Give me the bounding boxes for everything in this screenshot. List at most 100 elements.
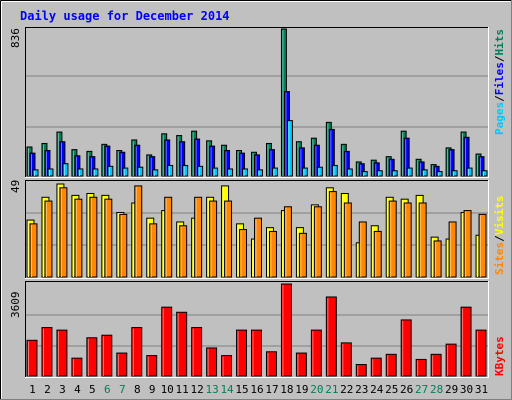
- sites-bar-day-4: [74, 198, 83, 278]
- sites-bar-day-23-fill: [358, 221, 367, 278]
- files-bar-day-31: [478, 156, 485, 177]
- kbytes-bar-day-19-fill: [295, 352, 307, 377]
- x-tick-label-2: 2: [44, 383, 51, 396]
- kbytes-bar-day-25-fill: [385, 353, 397, 377]
- sites-bar-day-22-fill: [343, 202, 352, 278]
- sites-bar-day-13: [209, 200, 218, 278]
- sites-bar-day-19: [298, 232, 307, 278]
- kbytes-bar-day-7-fill: [116, 352, 128, 377]
- pages-bar-day-17-fill: [271, 167, 278, 177]
- kbytes-bar-day-12-fill: [191, 327, 203, 377]
- sites-bar-day-29-fill: [448, 221, 457, 278]
- kbytes-bar-day-1-fill: [26, 339, 38, 377]
- x-tick-label-16: 16: [250, 383, 263, 396]
- sites-bar-day-2: [44, 200, 53, 278]
- files-bar-day-2-fill: [44, 150, 51, 177]
- sites-bar-day-18-fill: [283, 206, 292, 278]
- kbytes-bar-day-19: [295, 352, 307, 377]
- files-bar-day-6: [104, 145, 111, 177]
- legend-pages: Pages: [493, 102, 506, 135]
- pages-bar-day-27-fill: [421, 169, 428, 177]
- x-tick-label-8: 8: [134, 383, 141, 396]
- files-bar-day-2: [44, 150, 51, 177]
- sites-bar-day-7: [119, 213, 128, 278]
- pages-bar-day-16: [257, 169, 263, 177]
- sites-bar-day-25: [388, 200, 397, 278]
- sites-bar-day-17-fill: [268, 230, 277, 278]
- sites-bar-day-14-fill: [224, 200, 233, 278]
- sites-bar-day-28-fill: [433, 240, 442, 278]
- kbytes-bar-day-25: [385, 353, 397, 377]
- kbytes-bar-day-17: [265, 351, 277, 377]
- pages-bar-day-22: [346, 168, 353, 177]
- x-axis-day-labels: 1 2 3 4 5 6 7 8 9 10 11 12 13 14 15 16 17 18 19 20 21 22 23 24 2…: [29, 383, 488, 396]
- files-bar-day-1: [29, 152, 36, 177]
- x-tick-label-27: 27: [415, 383, 428, 396]
- kbytes-bar-day-18: [280, 283, 292, 377]
- kbytes-bar-day-11: [176, 311, 188, 377]
- kbytes-bar-day-29: [445, 343, 457, 377]
- pages-bar-day-9: [152, 169, 159, 177]
- kbytes-bar-day-13-fill: [206, 347, 218, 377]
- pages-bar-day-23: [361, 171, 368, 177]
- files-bar-day-7: [119, 151, 126, 177]
- pages-bar-day-18-fill: [286, 120, 293, 177]
- files-bar-day-16: [254, 154, 260, 177]
- pages-bar-day-17: [271, 167, 278, 177]
- x-tick-label-9: 9: [149, 383, 156, 396]
- kbytes-bar-day-21: [325, 296, 337, 377]
- pages-bar-day-4: [77, 168, 84, 177]
- pages-bar-day-1: [32, 169, 39, 177]
- x-tick-label-13: 13: [205, 383, 218, 396]
- x-tick-label-29: 29: [445, 383, 458, 396]
- legend-sep-2: /: [493, 55, 506, 62]
- kbytes-bar-day-16-fill: [251, 329, 262, 377]
- kbytes-bar-day-14: [221, 355, 233, 377]
- files-bar-day-11-fill: [179, 141, 186, 177]
- pages-bar-day-6: [107, 165, 114, 177]
- files-bar-day-16-fill: [254, 154, 260, 177]
- files-bar-day-13: [209, 145, 216, 177]
- chart-title: Daily usage for December 2014: [20, 9, 230, 23]
- pages-bar-day-19-fill: [301, 167, 308, 177]
- kbytes-bar-day-6-fill: [101, 334, 113, 377]
- pages-bar-day-13-fill: [212, 167, 219, 177]
- pages-bar-day-2-fill: [47, 168, 54, 177]
- pages-bar-day-15-fill: [242, 168, 249, 177]
- pages-bar-day-3-fill: [62, 163, 69, 177]
- sites-bar-day-3: [59, 187, 68, 278]
- pages-bar-day-11: [182, 164, 189, 177]
- files-bar-day-3: [59, 141, 66, 177]
- files-bar-day-14-fill: [224, 150, 231, 177]
- pages-bar-day-23-fill: [361, 171, 368, 177]
- files-bar-day-22: [343, 150, 350, 177]
- kbytes-bar-day-29-fill: [445, 343, 457, 377]
- files-bar-day-11: [179, 141, 186, 177]
- sites-bar-day-3-fill: [59, 187, 68, 278]
- x-tick-label-17: 17: [265, 383, 278, 396]
- pages-bar-day-24-fill: [376, 170, 383, 177]
- kbytes-bar-day-23: [355, 364, 367, 377]
- files-bar-day-26-fill: [403, 137, 410, 177]
- kbytes-bar-day-30: [460, 306, 472, 377]
- legend-sites-visits: Sites/Visits: [493, 196, 506, 276]
- sites-bar-day-9-fill: [149, 223, 158, 278]
- x-tick-label-12: 12: [191, 383, 204, 396]
- sites-bar-day-6: [104, 198, 113, 278]
- x-tick-label-14: 14: [220, 383, 234, 396]
- files-bar-day-10: [164, 139, 171, 177]
- files-bar-day-27-fill: [418, 161, 425, 177]
- x-tick-label-20: 20: [310, 383, 323, 396]
- x-tick-label-15: 15: [235, 383, 248, 396]
- sites-bar-day-10-fill: [164, 196, 173, 278]
- x-tick-label-21: 21: [325, 383, 338, 396]
- pages-bar-day-26-fill: [406, 167, 413, 177]
- pages-bar-day-30: [466, 167, 473, 177]
- kbytes-bar-day-2: [41, 327, 53, 377]
- files-bar-day-19-fill: [298, 147, 305, 177]
- files-bar-day-15: [239, 152, 246, 177]
- files-bar-day-6-fill: [104, 145, 111, 177]
- kbytes-bar-day-11-fill: [176, 311, 188, 377]
- files-bar-day-24-fill: [373, 162, 380, 177]
- x-tick-label-23: 23: [355, 383, 368, 396]
